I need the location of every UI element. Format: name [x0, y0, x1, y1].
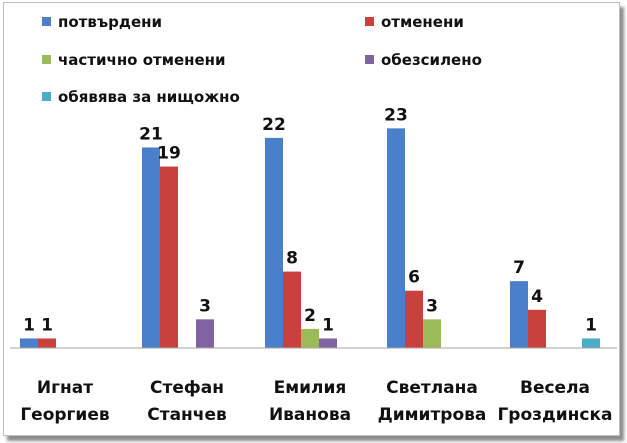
bar-2-0: [265, 137, 283, 348]
bar-1-3: [196, 319, 214, 348]
data-label-1-3: 3: [199, 296, 211, 316]
legend-swatch-2: [42, 55, 51, 64]
category-label-2-0: Емилия: [274, 378, 347, 398]
legend-swatch-0: [42, 17, 51, 26]
data-label-2-0: 22: [262, 115, 286, 135]
bar-2-3: [319, 338, 337, 348]
category-label-3-0: Светлана: [386, 378, 478, 398]
data-label-0-1: 1: [41, 315, 53, 335]
category-label-1-1: Станчев: [147, 405, 227, 425]
data-label-3-1: 6: [408, 268, 420, 288]
data-label-4-1: 4: [531, 287, 543, 307]
bar-3-1: [405, 290, 423, 348]
legend-label-4: обявява за нищожно: [58, 88, 240, 106]
legend-label-0: потвърдени: [58, 13, 162, 31]
data-label-4-0: 7: [513, 258, 525, 278]
category-label-2-1: Иванова: [269, 405, 351, 425]
bar-2-2: [301, 328, 319, 348]
bar-4-4: [582, 338, 600, 348]
bar-1-0: [142, 147, 160, 348]
data-label-2-1: 8: [286, 249, 298, 269]
bar-4-0: [510, 281, 528, 348]
bar-1-1: [160, 166, 178, 348]
bar-3-2: [423, 319, 441, 348]
data-label-2-2: 2: [304, 306, 316, 326]
legend-label-3: обезсилено: [381, 51, 482, 69]
bar-4-1: [528, 309, 546, 348]
category-label-4-1: Гроздинска: [497, 405, 612, 425]
category-label-0-1: Георгиев: [20, 405, 110, 425]
bar-2-1: [283, 271, 301, 348]
category-label-1-0: Стефан: [150, 378, 224, 398]
data-label-4-4: 1: [585, 315, 597, 335]
legend-swatch-1: [365, 17, 374, 26]
legend-label-2: частично отменени: [58, 51, 226, 69]
data-label-1-1: 19: [157, 144, 181, 164]
data-label-1-0: 21: [139, 124, 163, 144]
chart-frame: [3, 2, 620, 436]
bar-0-0: [20, 338, 38, 348]
data-label-3-2: 3: [426, 296, 438, 316]
legend-label-1: отменени: [381, 13, 464, 31]
legend-swatch-3: [365, 55, 374, 64]
category-label-3-1: Димитрова: [378, 405, 487, 425]
legend-swatch-4: [42, 92, 51, 101]
bar-0-1: [38, 338, 56, 348]
category-label-4-0: Весела: [520, 378, 590, 398]
category-label-0-0: Игнат: [37, 378, 93, 398]
data-label-0-0: 1: [23, 315, 35, 335]
bar-3-0: [387, 128, 405, 348]
data-label-2-3: 1: [322, 315, 334, 335]
data-label-3-0: 23: [384, 105, 408, 125]
